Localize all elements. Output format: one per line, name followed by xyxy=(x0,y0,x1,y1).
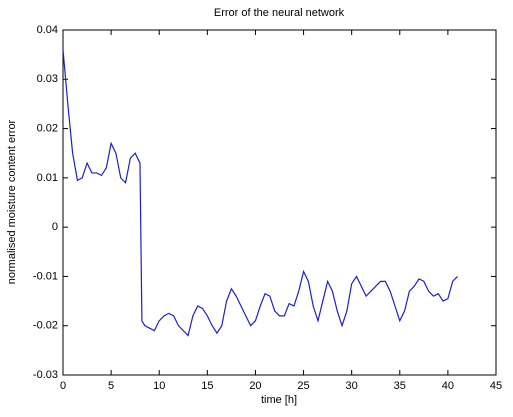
y-tick-label: 0.02 xyxy=(37,122,58,134)
y-tick-label: 0.01 xyxy=(37,172,58,184)
x-tick-label: 25 xyxy=(297,380,309,392)
x-tick-label: 0 xyxy=(60,380,66,392)
x-tick-label: 20 xyxy=(249,380,261,392)
x-tick-label: 35 xyxy=(394,380,406,392)
x-tick-label: 15 xyxy=(201,380,213,392)
y-tick-label: -0.01 xyxy=(33,270,58,282)
x-tick-label: 30 xyxy=(346,380,358,392)
y-tick-label: -0.02 xyxy=(33,320,58,332)
chart-title: Error of the neural network xyxy=(214,7,345,19)
x-axis-label: time [h] xyxy=(261,394,297,406)
plot-frame xyxy=(62,29,497,376)
y-tick-label: 0.03 xyxy=(37,73,58,85)
x-tick-label: 40 xyxy=(442,380,454,392)
x-tick-label: 45 xyxy=(490,380,502,392)
y-axis-label: normalised moisture content error xyxy=(6,119,18,284)
x-tick-label: 10 xyxy=(153,380,165,392)
y-tick-label: -0.03 xyxy=(33,369,58,381)
x-tick-label: 5 xyxy=(108,380,114,392)
data-line xyxy=(62,49,458,337)
y-tick-label: 0.04 xyxy=(37,24,58,36)
y-tick-label: 0 xyxy=(52,221,58,233)
